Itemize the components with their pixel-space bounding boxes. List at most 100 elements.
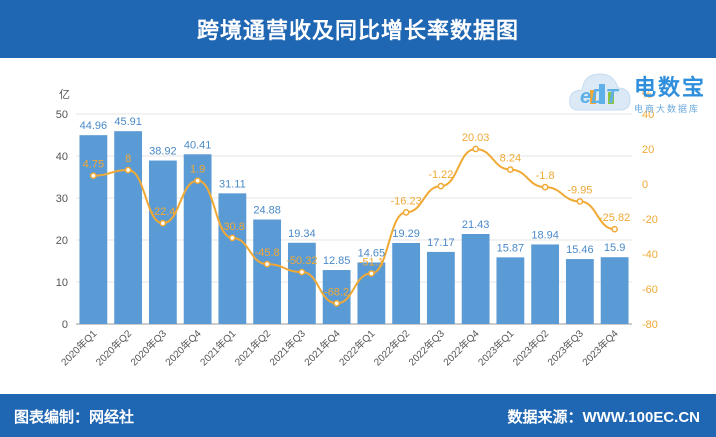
x-tick-label: 2023年Q4: [579, 327, 621, 369]
footer-source: 数据来源：WWW.100EC.CN: [507, 409, 700, 426]
line-data-label: 1.9: [190, 164, 205, 176]
x-tick-label: 2023年Q1: [475, 327, 517, 369]
bar: [496, 257, 525, 324]
y-left-tick-label: 30: [56, 193, 68, 205]
line-data-label: 4.75: [83, 159, 104, 171]
x-tick-label: 2021年Q3: [267, 327, 309, 369]
logo-subtitle: 电商大数据库: [634, 104, 701, 114]
growth-point: [368, 270, 375, 277]
growth-point: [229, 234, 236, 242]
x-tick-label: 2022年Q1: [336, 327, 378, 369]
bar: [461, 233, 490, 324]
x-tick-label: 2020年Q4: [162, 327, 204, 369]
chart-title: 跨境通营收及同比增长率数据图: [196, 18, 519, 43]
logo-mark: eDT: [580, 86, 618, 108]
y-left-tick-label: 10: [56, 277, 68, 289]
line-data-label: -45.8: [255, 247, 280, 259]
bar: [531, 244, 560, 324]
growth-point: [194, 177, 201, 185]
logo: eDT 电数宝 电商大数据库: [566, 62, 706, 126]
y-right-axis-unit: %: [642, 89, 652, 101]
x-tick-label: 2020年Q1: [58, 327, 100, 369]
y-right-tick-label: -80: [642, 319, 658, 331]
growth-point: [159, 219, 167, 227]
x-tick-label: 2020年Q2: [93, 327, 135, 369]
line-data-label: -68.2: [324, 286, 349, 298]
y-left-tick-label: 40: [56, 151, 68, 163]
header-bar: 跨境通营收及同比增长率数据图: [0, 0, 716, 58]
growth-line: [93, 147, 615, 305]
growth-point: [402, 209, 410, 216]
bar-data-label: 24.88: [253, 205, 281, 217]
bar-data-label: 18.94: [531, 229, 559, 241]
y-left-tick-label: 0: [62, 319, 68, 331]
bar-data-label: 21.43: [462, 219, 490, 231]
growth-point: [298, 268, 306, 276]
bar: [600, 257, 629, 324]
bar-data-label: 15.87: [497, 242, 525, 254]
y-right-tick-label: 20: [642, 144, 654, 156]
line-data-label: -22.4: [150, 206, 175, 218]
bar: [218, 193, 247, 324]
line-data-label: -9.95: [567, 184, 592, 196]
growth-point: [263, 260, 271, 268]
growth-point: [472, 145, 479, 153]
bar-data-label: 45.91: [114, 116, 142, 128]
bar-data-label: 12.85: [323, 255, 351, 267]
x-tick-label: 2020年Q3: [128, 327, 170, 369]
x-tick-label: 2021年Q4: [301, 327, 343, 369]
x-tick-label: 2023年Q3: [545, 327, 587, 369]
bar-data-label: 19.34: [288, 228, 316, 240]
line-data-label: 20.03: [462, 132, 490, 144]
line-data-label: 8: [125, 153, 131, 165]
bar: [426, 251, 455, 324]
bar: [79, 135, 108, 324]
bar: [565, 259, 594, 324]
bar-data-label: 38.92: [149, 146, 177, 158]
bar-data-label: 14.65: [358, 247, 386, 259]
bar-data-label: 44.96: [80, 120, 108, 132]
growth-point: [333, 300, 340, 307]
line-data-label: -25.82: [599, 212, 630, 224]
line-data-label: -30.8: [220, 221, 245, 233]
bar-data-label: 19.29: [392, 228, 420, 240]
logo-name: 电数宝: [634, 75, 707, 100]
growth-point: [507, 166, 514, 173]
growth-point: [541, 183, 549, 191]
x-tick-label: 2021年Q1: [197, 327, 239, 369]
bar-data-label: 15.9: [604, 242, 625, 254]
y-right-tick-label: -60: [642, 284, 658, 296]
growth-point: [576, 198, 584, 205]
x-tick-label: 2022年Q3: [406, 327, 448, 369]
y-right-tick-label: -20: [642, 214, 658, 226]
line-data-label: -1.22: [428, 169, 453, 181]
bar: [322, 270, 351, 324]
y-left-tick-label: 20: [56, 235, 68, 247]
combo-chart: 0 10 20 30 40 50 -80 -60 -40 -20 0 20 40 亿 % 44.96 45.91…: [56, 88, 658, 369]
growth-point: [90, 172, 97, 180]
x-tick-label: 2022年Q2: [371, 327, 413, 369]
cloud-logo-icon: [569, 73, 631, 111]
bar: [148, 160, 177, 324]
y-left-axis-unit: 亿: [59, 88, 70, 101]
growth-point: [437, 182, 445, 190]
bar-data-label: 15.46: [566, 244, 594, 256]
footer-credit: 图表编制：网经社: [14, 409, 135, 426]
bar-data-label: 31.11: [219, 178, 246, 190]
growth-point: [611, 225, 618, 233]
footer-bar: 图表编制：网经社 数据来源：WWW.100EC.CN: [0, 394, 716, 437]
bar: [287, 242, 316, 324]
y-right-tick-label: 0: [642, 179, 648, 191]
line-data-label: -1.8: [536, 170, 555, 182]
bar: [114, 131, 143, 324]
x-tick-label: 2022年Q4: [440, 327, 482, 369]
y-left-tick-label: 50: [56, 109, 68, 121]
y-right-tick-label: 40: [642, 109, 654, 121]
growth-point: [124, 166, 132, 174]
line-data-label: -16.23: [391, 195, 422, 207]
bar-data-label: 40.41: [184, 139, 212, 151]
bar: [253, 219, 282, 324]
bar: [392, 242, 421, 324]
line-data-label: -51.1: [359, 256, 384, 268]
bar-data-label: 17.17: [427, 237, 455, 249]
